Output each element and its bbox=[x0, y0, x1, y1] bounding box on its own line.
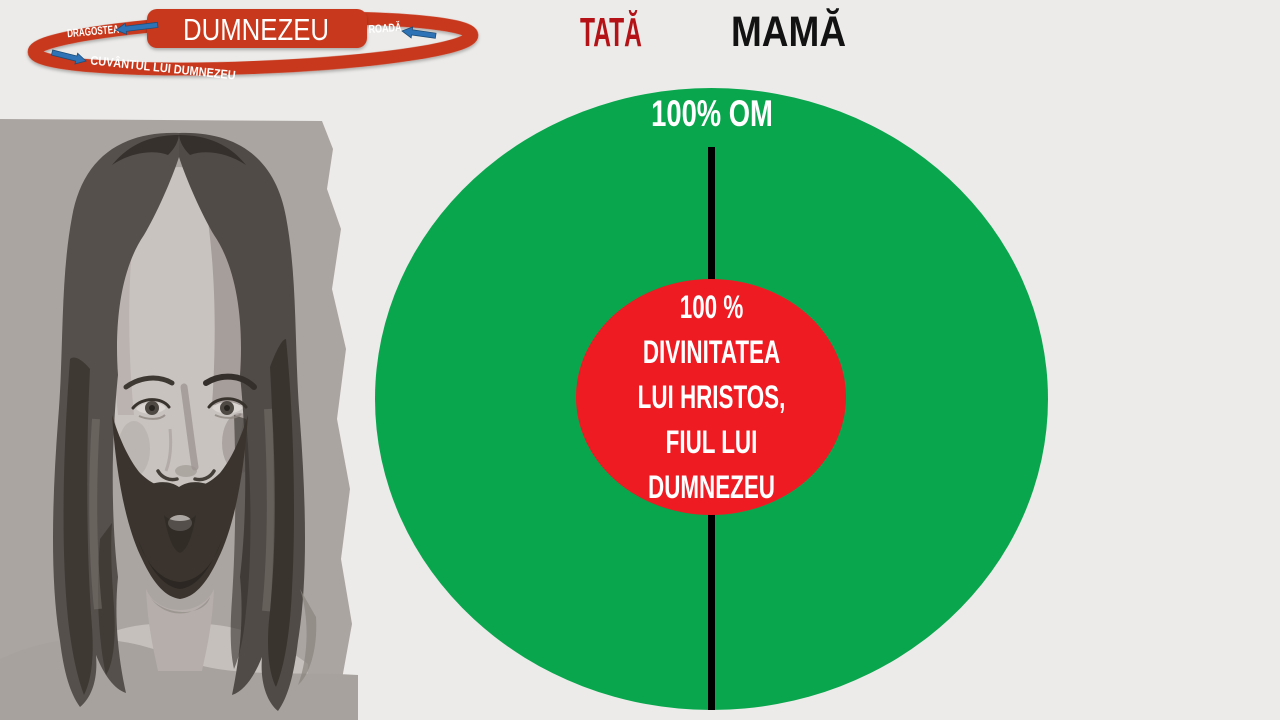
god-box bbox=[147, 9, 367, 48]
father-label: TATĂ bbox=[580, 9, 642, 55]
god-cycle-diagram: DUMNEZEU DRAGOSTEA ROADĂ CUVÂNTUL LUI DU… bbox=[27, 9, 479, 83]
divinity-line-2: DIVINITATEA bbox=[642, 333, 780, 370]
eyebrow-left bbox=[123, 375, 175, 390]
hair-part-dark-right bbox=[179, 135, 246, 165]
arrow-left-to-fruit-icon bbox=[401, 26, 437, 39]
hair-wisp-right bbox=[298, 589, 317, 685]
divinity-text: 100 % DIVINITATEA LUI HRISTOS, FIUL LUI … bbox=[637, 285, 785, 510]
divinity-line-3: LUI HRISTOS, bbox=[637, 378, 785, 415]
god-box-label: DUMNEZEU bbox=[183, 12, 329, 47]
eye-left-underline bbox=[138, 414, 166, 420]
divinity-line-1: 100 % bbox=[679, 288, 743, 325]
hair-dark-streak-left bbox=[63, 357, 93, 695]
word-of-god-label: CUVÂNTUL LUI DUMNEZEU bbox=[90, 52, 237, 82]
divinity-line-4: FIUL LUI bbox=[665, 423, 757, 460]
eye-right-pupil bbox=[224, 405, 230, 411]
nostril-right bbox=[193, 469, 216, 482]
nose-base-shade bbox=[175, 465, 197, 477]
neck-shadow bbox=[150, 597, 210, 614]
mother-label: MAMĂ bbox=[731, 8, 847, 56]
eye-right-lid bbox=[207, 397, 248, 409]
chin-goatee bbox=[164, 515, 196, 553]
eyebrow-right bbox=[203, 373, 257, 390]
arrow-right-word-icon bbox=[50, 49, 87, 65]
beard bbox=[112, 415, 248, 599]
arrow-left-to-love-icon bbox=[115, 21, 159, 35]
nostril-left bbox=[156, 469, 179, 482]
hair-part-dark-left bbox=[112, 135, 179, 165]
fruit-label: ROADĂ bbox=[368, 21, 402, 36]
divinity-ellipse: 100 % DIVINITATEA LUI HRISTOS, FIUL LUI … bbox=[576, 279, 846, 515]
hair-dark-streak-left2 bbox=[98, 523, 115, 675]
beard-lower-dark bbox=[138, 539, 222, 589]
eye-left-lid bbox=[131, 398, 171, 410]
eye-right-underline bbox=[214, 413, 242, 419]
nose-left-edge bbox=[164, 428, 173, 472]
human-percent-label: 100% OM bbox=[650, 93, 773, 134]
nose-bridge-shade bbox=[180, 383, 199, 471]
jesus-watercolor-portrait bbox=[0, 119, 358, 720]
eye-left-pupil bbox=[149, 405, 155, 411]
hair-highlight-left bbox=[89, 418, 102, 610]
hair-highlight-right bbox=[262, 408, 275, 612]
love-label: DRAGOSTEA bbox=[67, 24, 120, 40]
human-nature-circle: 100% OM 100 % DIVINITATEA LUI HRISTOS, F… bbox=[375, 88, 1048, 710]
divinity-line-5: DUMNEZEU bbox=[647, 468, 775, 505]
hair-dark-streak-right bbox=[268, 339, 294, 687]
